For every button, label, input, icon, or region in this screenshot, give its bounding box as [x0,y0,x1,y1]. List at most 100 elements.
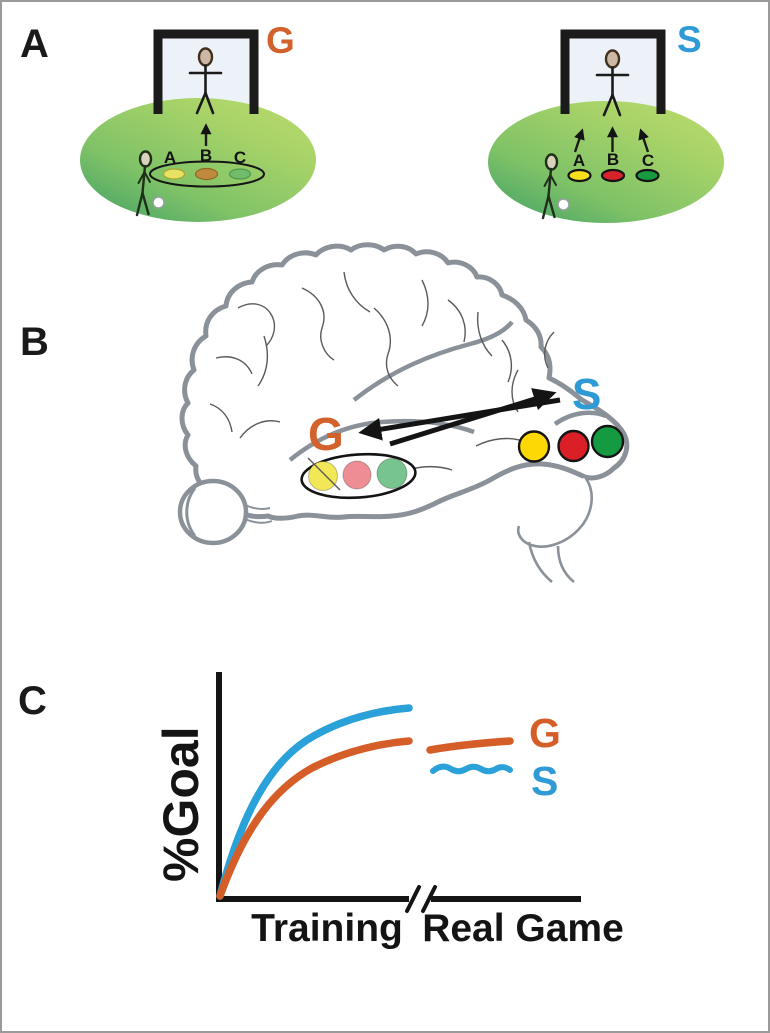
occipital-sulcus [553,410,607,426]
sulcus-line [257,335,269,387]
kicker-figure [541,153,559,220]
goalkeeper-leg [611,93,622,117]
arrow-s-to-g [358,397,561,441]
sulcus-line [476,311,493,357]
panel-a-label: A [20,22,49,66]
eye-cornea-arc [185,487,197,537]
kicker-body [547,167,553,198]
brainstem-line [556,545,575,584]
axis-break-slash [421,885,437,913]
panel-c: C %Goal G S Training Real Game [18,672,624,950]
kicker-head [544,153,559,171]
goalkeeper-leg [204,91,215,115]
scene-generalist: A B C G [80,20,316,222]
target-label-b: B [200,146,212,165]
goalkeeper-leg [195,91,207,115]
goalkeeper-leg [602,93,614,117]
kicker-leg [547,194,556,219]
kicker-arm [543,174,552,187]
cerebellum-outline [516,476,593,548]
kick-direction-arrow-c [638,128,650,153]
field-ellipse [80,98,316,222]
field-ellipse [488,101,724,223]
kicker-body [141,164,147,195]
panel-b-label: B [20,320,49,364]
panel-c-label: C [18,679,47,723]
target-a-pale-yellow [162,168,186,180]
goalkeeper-figure [595,49,630,117]
sulcus-line [239,420,281,439]
target-c-pale-green [228,168,252,180]
curve-s-training [216,704,413,900]
goalkeeper-head [604,49,621,69]
central-sulcus [352,320,514,402]
target-c-green [635,168,660,183]
nucleus-pale-yellow [308,461,338,491]
nucleus-yellow [517,430,551,463]
sulcus-line [301,287,335,361]
x-label-real-game: Real Game [422,907,624,950]
target-label-a: A [164,148,176,167]
legend-s: S [531,758,558,804]
goalkeeper-head [197,47,214,67]
sulcus-line [373,307,399,387]
sulcus-line [421,279,429,327]
sulcus-line [447,299,466,343]
arrow-g-to-s [389,388,557,447]
sulcus-line [343,271,371,313]
condition-letter-s: S [677,19,702,60]
curve-g-realgame [426,737,514,754]
kicker-arm [143,171,151,183]
x-label-training: Training [251,907,403,950]
nucleus-pale-pink [342,460,372,490]
panel-b: B [20,242,630,584]
targets-grouping-ellipse [149,160,265,188]
panel-a: A A B C [20,19,724,223]
legend-g: G [529,710,561,756]
kicker-arm [137,171,146,184]
sulcus-line [543,331,555,369]
axis-break-slash [405,885,421,913]
optic-nerve-line [244,504,271,510]
brain-letter-g: G [308,408,344,460]
kicker-arm [549,174,557,186]
target-b-red [600,168,626,183]
soccer-ball [152,196,165,209]
brain-outline [179,242,630,521]
nucleus-green [590,424,625,459]
s-region-nuclei [517,424,625,463]
nucleus-red [557,429,590,463]
goalkeeper-figure [188,47,223,115]
soccer-ball [557,198,570,211]
sulcus-line [501,339,513,383]
goal-frame [560,29,666,114]
kick-direction-arrow-a [573,128,585,153]
kicker-leg [135,191,144,217]
target-label-b: B [607,150,619,169]
target-b-pale-orange [194,167,219,181]
curve-s-realgame-wavy [430,763,513,775]
goal-frame [153,29,259,114]
kicker-leg [141,191,150,216]
brainstem-line [527,541,553,583]
kicker-head [138,150,153,168]
target-label-c: C [642,151,654,170]
g-region-nuclei [300,452,417,500]
scene-specialist: A B C S [488,19,724,223]
sulcus-line [209,403,233,433]
sulcus-line [307,457,341,491]
condition-letter-g: G [266,20,295,61]
sulcus-line [215,356,253,375]
kicker-figure [135,150,153,217]
eye-outline [177,478,249,546]
target-a-yellow [567,168,592,183]
sulcus-line [237,303,276,347]
optic-nerve-line [244,518,273,524]
kicker-leg [541,194,550,220]
nucleus-pale-green [376,458,408,489]
target-label-c: C [234,148,246,167]
y-axis-title: %Goal [153,726,209,882]
curve-g-training [216,737,413,900]
